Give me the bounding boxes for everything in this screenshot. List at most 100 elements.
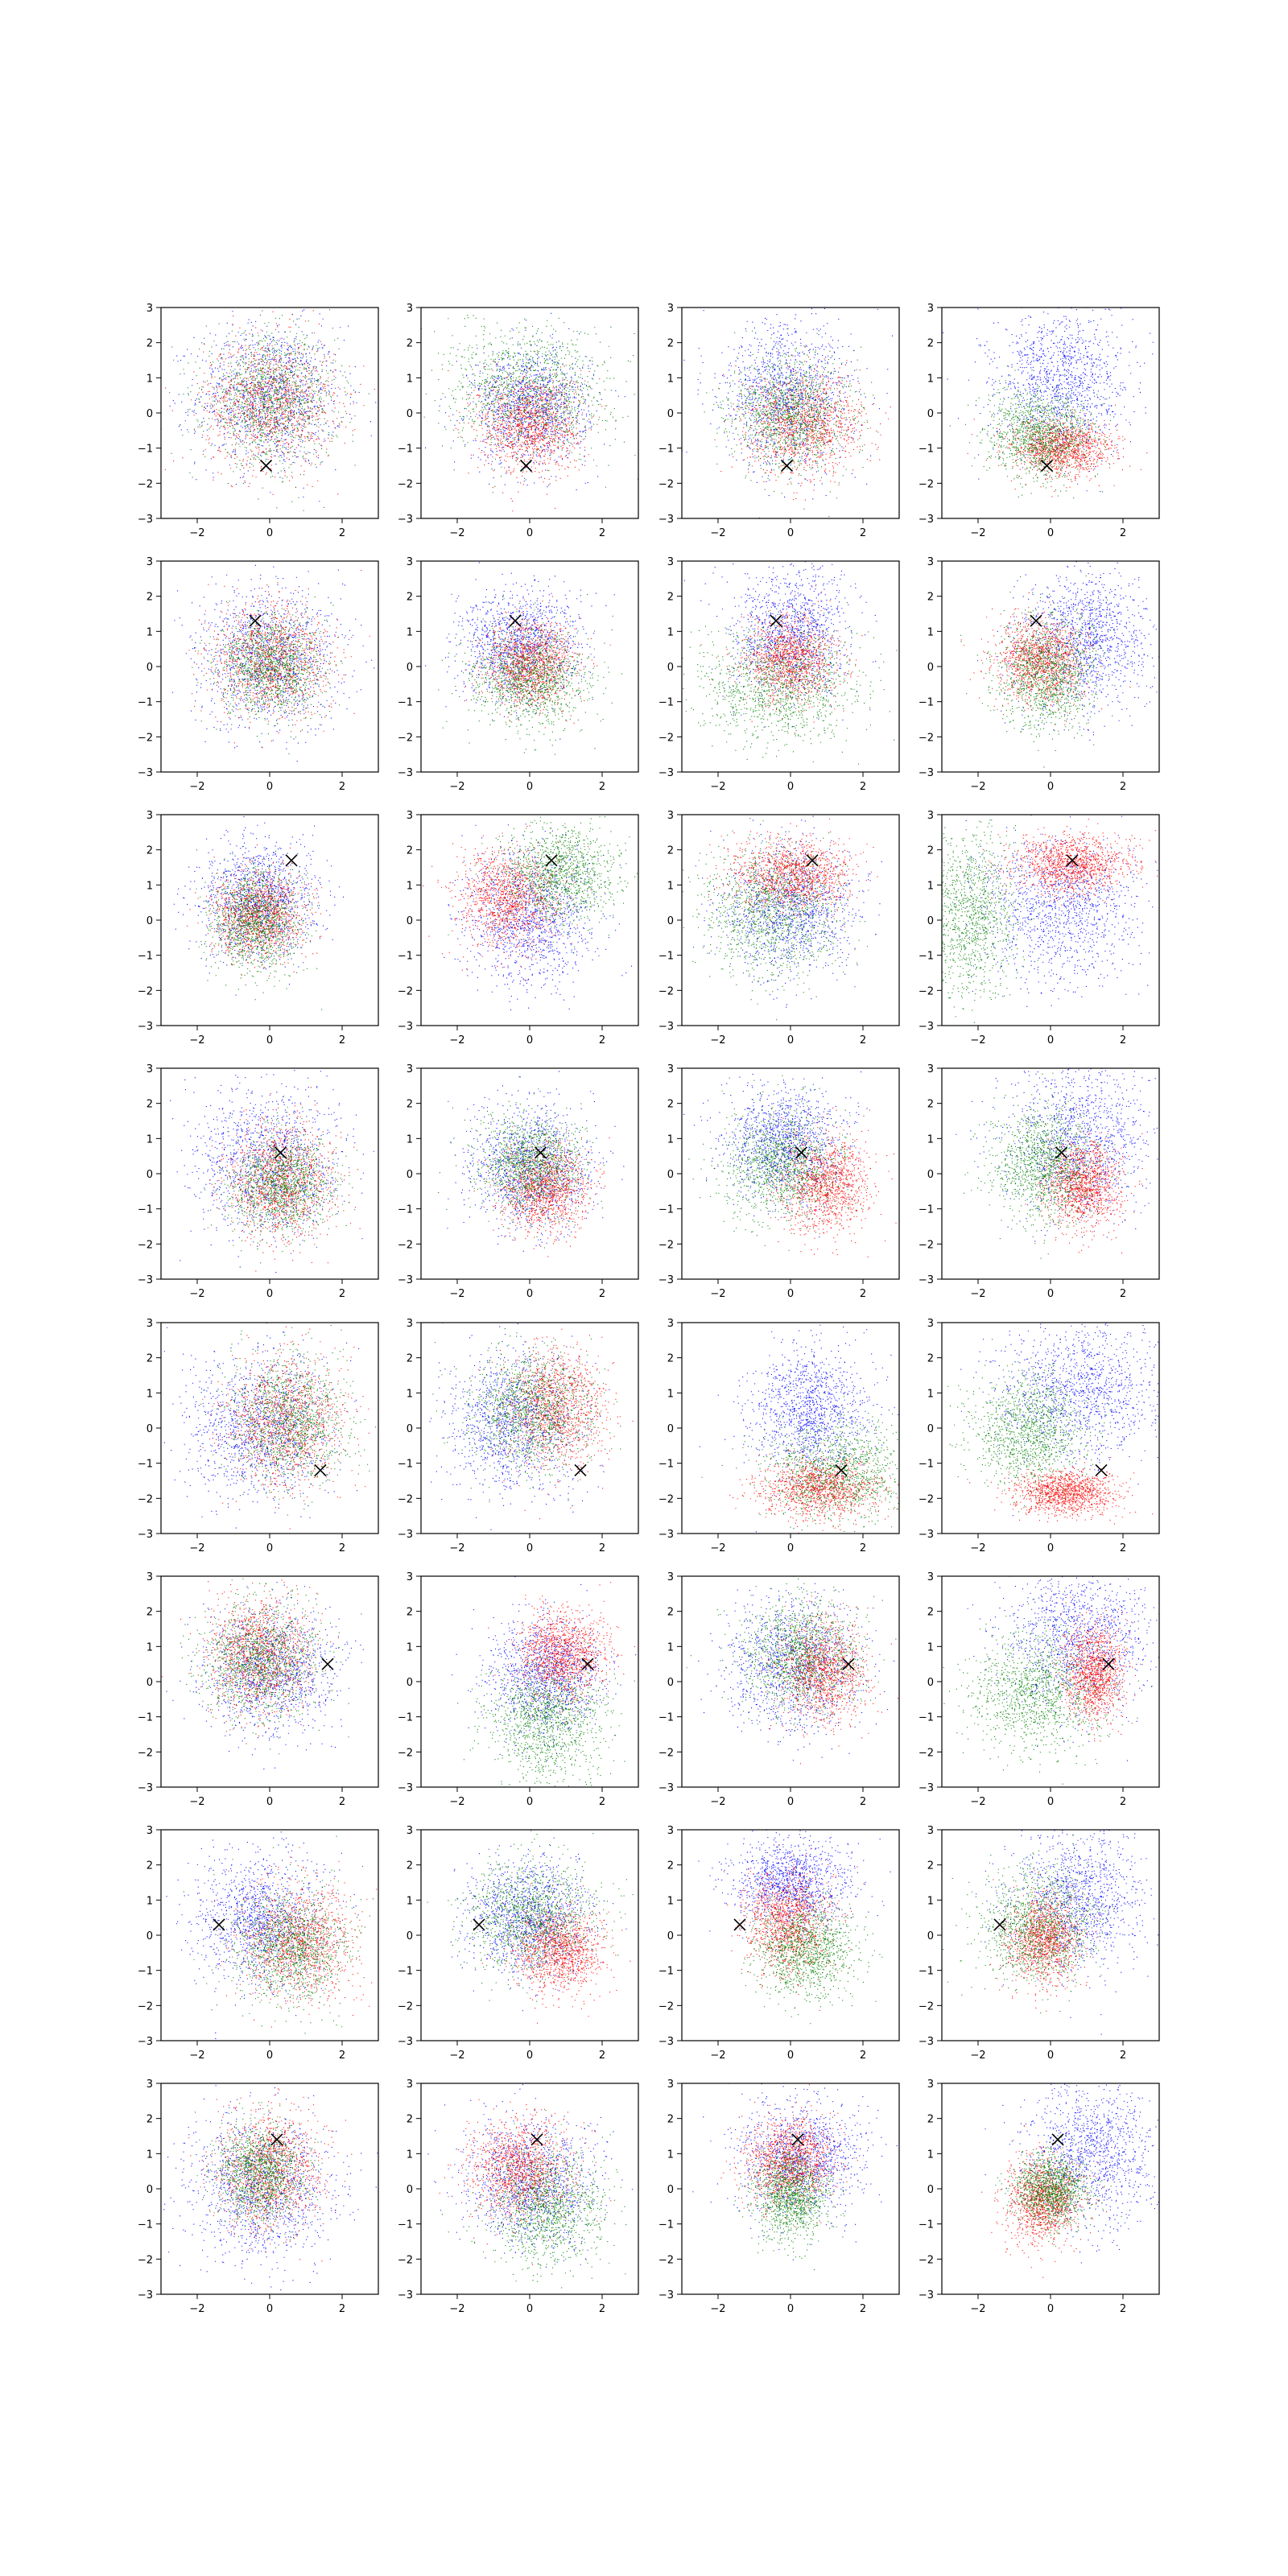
y-tick-label: −1 bbox=[919, 2219, 934, 2231]
x-tick-label: −2 bbox=[710, 527, 725, 539]
y-tick-label: 3 bbox=[147, 1825, 153, 1837]
y-tick-label: −3 bbox=[398, 767, 413, 779]
x-tick-label: −2 bbox=[970, 2050, 985, 2062]
blue-cloud bbox=[678, 536, 877, 727]
y-tick-label: −2 bbox=[658, 1493, 674, 1505]
red-cloud bbox=[165, 310, 389, 494]
scatter-points bbox=[956, 1005, 1188, 1259]
y-tick-label: −1 bbox=[138, 1204, 153, 1216]
y-tick-label: 1 bbox=[927, 1641, 934, 1653]
x-tick-label: 2 bbox=[599, 1034, 605, 1046]
y-tick-label: −1 bbox=[919, 444, 934, 456]
x-marker bbox=[261, 460, 272, 472]
x-marker bbox=[250, 615, 261, 626]
x-tick-label: 0 bbox=[1047, 1034, 1054, 1046]
y-tick-label: 2 bbox=[667, 845, 674, 857]
red-cloud bbox=[214, 1847, 387, 2028]
blue-cloud bbox=[985, 2035, 1203, 2264]
green-cloud bbox=[204, 1096, 357, 1263]
x-tick-label: 0 bbox=[266, 1288, 273, 1300]
x-tick-label: 0 bbox=[787, 527, 794, 539]
x-marker bbox=[322, 1658, 333, 1670]
scatter-points bbox=[162, 1556, 405, 1769]
y-tick-label: −3 bbox=[398, 2289, 413, 2301]
green-cloud bbox=[950, 363, 1111, 498]
y-tick-label: −2 bbox=[658, 1239, 674, 1251]
red-cloud bbox=[208, 1087, 361, 1280]
x-tick-label: 0 bbox=[1047, 1288, 1054, 1300]
x-tick-label: 0 bbox=[526, 1034, 533, 1046]
x-marker bbox=[271, 2134, 283, 2145]
y-tick-label: −2 bbox=[398, 1747, 413, 1759]
y-tick-label: −3 bbox=[138, 1021, 153, 1033]
y-tick-label: 0 bbox=[147, 1423, 153, 1435]
y-tick-label: −1 bbox=[398, 2219, 413, 2231]
scatter-points bbox=[677, 1545, 913, 1764]
scatter-points bbox=[138, 1307, 401, 1546]
y-tick-label: 2 bbox=[927, 1860, 934, 1872]
y-tick-label: 3 bbox=[147, 303, 153, 315]
y-tick-label: 0 bbox=[147, 2184, 153, 2196]
axes-frame bbox=[421, 2083, 638, 2294]
x-tick-label: −2 bbox=[970, 781, 985, 793]
y-tick-label: 1 bbox=[407, 626, 413, 638]
y-tick-label: 0 bbox=[407, 1677, 413, 1689]
green-cloud bbox=[427, 1826, 640, 2002]
y-tick-label: 2 bbox=[407, 845, 413, 857]
y-tick-label: 2 bbox=[147, 1860, 153, 1872]
x-tick-label: −2 bbox=[449, 1034, 464, 1046]
x-tick-label: −2 bbox=[449, 527, 464, 539]
y-tick-label: 3 bbox=[667, 810, 674, 822]
x-tick-label: 0 bbox=[787, 1288, 794, 1300]
y-tick-label: −2 bbox=[398, 1239, 413, 1251]
x-tick-label: −2 bbox=[449, 1542, 464, 1554]
x-tick-label: −2 bbox=[710, 1034, 725, 1046]
y-tick-label: −3 bbox=[658, 2036, 674, 2048]
y-tick-label: 1 bbox=[927, 1895, 934, 1907]
x-tick-label: 0 bbox=[266, 527, 273, 539]
red-cloud bbox=[968, 405, 1148, 497]
y-tick-label: −2 bbox=[398, 478, 413, 490]
y-tick-label: 1 bbox=[147, 1133, 153, 1146]
green-cloud bbox=[700, 328, 878, 526]
y-tick-label: −2 bbox=[138, 1493, 153, 1505]
x-tick-label: −2 bbox=[970, 2303, 985, 2315]
x-tick-label: 0 bbox=[787, 1796, 794, 1808]
y-tick-label: 3 bbox=[927, 2079, 934, 2091]
axes-frame bbox=[421, 1830, 638, 2041]
x-tick-label: 2 bbox=[339, 1796, 345, 1808]
y-tick-label: 0 bbox=[667, 1930, 674, 1942]
scatter-points bbox=[400, 540, 623, 755]
y-tick-label: −3 bbox=[919, 2289, 934, 2301]
x-tick-label: 2 bbox=[339, 781, 345, 793]
red-cloud bbox=[202, 1307, 397, 1530]
y-tick-label: 0 bbox=[147, 1677, 153, 1689]
blue-cloud bbox=[144, 2079, 390, 2312]
x-tick-label: 0 bbox=[526, 2050, 533, 2062]
red-cloud bbox=[188, 2088, 352, 2261]
green-cloud bbox=[192, 597, 343, 754]
x-tick-label: −2 bbox=[449, 2303, 464, 2315]
blue-cloud bbox=[977, 527, 1194, 741]
y-tick-label: 1 bbox=[147, 373, 153, 385]
red-cloud bbox=[423, 810, 592, 981]
y-tick-label: −1 bbox=[919, 1204, 934, 1216]
x-tick-label: 2 bbox=[1120, 2050, 1126, 2062]
y-tick-label: 2 bbox=[667, 1099, 674, 1111]
axes-frame bbox=[942, 1576, 1159, 1787]
scatter-points bbox=[683, 1065, 897, 1257]
y-tick-label: 1 bbox=[147, 1641, 153, 1653]
x-tick-label: −2 bbox=[970, 1796, 985, 1808]
y-tick-label: 1 bbox=[667, 2149, 674, 2161]
x-tick-label: 2 bbox=[860, 2050, 866, 2062]
y-tick-label: 2 bbox=[927, 2114, 934, 2126]
x-tick-label: 0 bbox=[526, 527, 533, 539]
x-tick-label: 0 bbox=[526, 1288, 533, 1300]
y-tick-label: 2 bbox=[407, 1860, 413, 1872]
scatter-points bbox=[682, 260, 893, 526]
y-tick-label: 2 bbox=[407, 1099, 413, 1111]
red-cloud bbox=[162, 1563, 339, 1744]
